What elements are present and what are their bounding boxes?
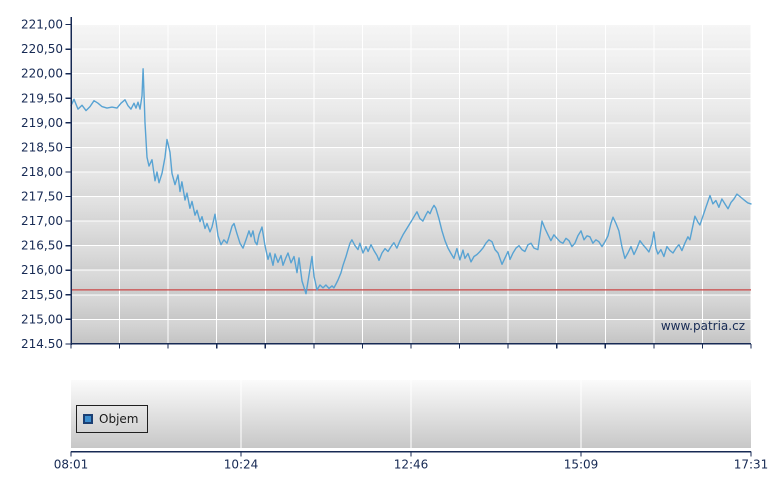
legend-box[interactable]: Objem xyxy=(76,405,149,433)
volume-series-marker-icon xyxy=(83,414,93,424)
y-tick-label: 219,00 xyxy=(21,116,63,130)
y-tick-label: 215,00 xyxy=(21,312,63,326)
x-tick-label: 10:24 xyxy=(224,458,259,472)
price-line xyxy=(70,68,752,295)
volume-panel xyxy=(71,380,751,448)
y-tick-label: 221,00 xyxy=(21,18,63,32)
y-tick-label: 220,00 xyxy=(21,67,63,81)
y-axis: 221,00 220,50 220,00 219,50 219,00 218,50 218,… xyxy=(21,17,72,351)
x-tick-label: 08:01 xyxy=(54,458,89,472)
plot-bottom-axis xyxy=(70,343,752,349)
y-tick-label: 216,00 xyxy=(21,263,63,277)
x-tick-label: 12:46 xyxy=(394,458,429,472)
y-tick-label: 218,00 xyxy=(21,165,63,179)
x-tick-label: 17:31 xyxy=(734,458,769,472)
y-tick-label: 218,50 xyxy=(21,140,63,154)
y-tick-label: 216,50 xyxy=(21,239,63,253)
y-tick-label: 220,50 xyxy=(21,42,63,56)
y-tick-label: 217,00 xyxy=(21,214,63,228)
y-tick-label: 215,50 xyxy=(21,288,63,302)
y-tick-label: 217,50 xyxy=(21,190,63,204)
legend-label: Objem xyxy=(99,412,139,426)
y-tick-label: 214.50 xyxy=(21,337,63,351)
time-axis: 08:01 10:24 12:46 15:09 17:31 xyxy=(54,450,769,472)
watermark: www.patria.cz xyxy=(661,319,745,333)
x-tick-label: 15:09 xyxy=(564,458,599,472)
y-tick-label: 219,50 xyxy=(21,91,63,105)
